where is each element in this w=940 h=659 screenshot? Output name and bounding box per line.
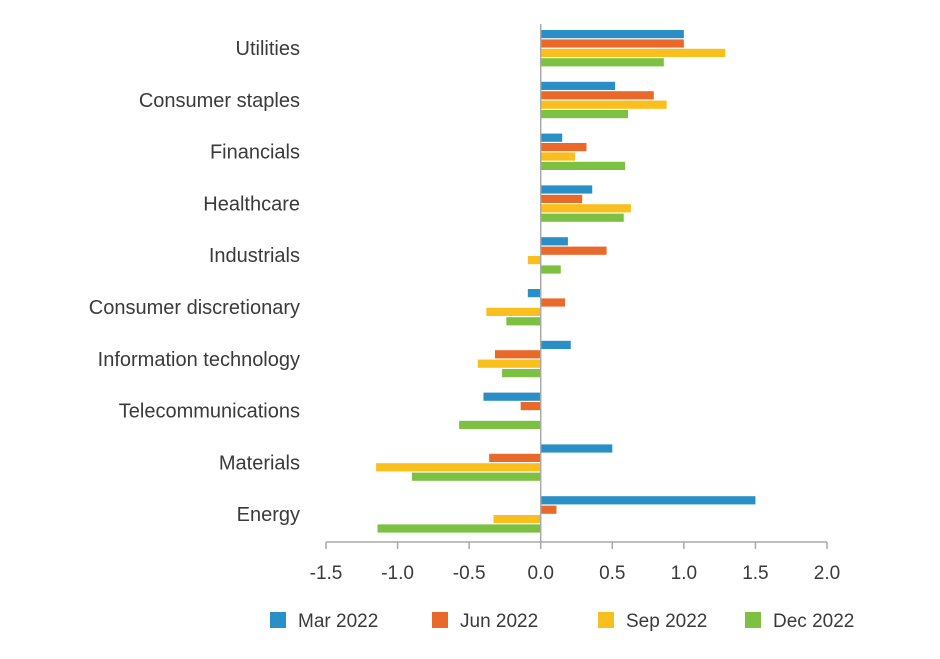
legend-label-dec-2022: Dec 2022 (773, 611, 854, 632)
bar-utilities-sep-2022 (540, 48, 726, 57)
x-tick-label: 2.0 (814, 563, 840, 584)
bar-consumer-discretionary-sep-2022 (486, 307, 541, 316)
category-label-energy: Energy (237, 504, 300, 526)
x-tick-label: 0.5 (599, 563, 625, 584)
bar-industrials-sep-2022 (527, 256, 541, 265)
x-axis: -1.5 -1.0 -0.5 0.0 0.5 1.0 1.5 2.0 (310, 24, 840, 584)
bar-information-technology-sep-2022 (477, 359, 541, 368)
bar-materials-mar-2022 (540, 444, 613, 453)
bar-consumer-staples-dec-2022 (540, 110, 629, 119)
bar-utilities-jun-2022 (540, 39, 684, 48)
category-label-materials: Materials (219, 452, 300, 474)
bar-materials-dec-2022 (411, 472, 541, 481)
category-label-telecommunications: Telecommunications (119, 401, 300, 423)
bar-telecommunications-mar-2022 (483, 392, 541, 401)
bar-energy-dec-2022 (377, 524, 541, 533)
bar-utilities-dec-2022 (540, 58, 664, 67)
category-label-industrials: Industrials (209, 245, 300, 267)
bar-consumer-discretionary-mar-2022 (527, 289, 541, 298)
bar-energy-mar-2022 (540, 496, 756, 505)
bar-financials-sep-2022 (540, 152, 576, 161)
bar-financials-mar-2022 (540, 133, 563, 142)
bar-materials-sep-2022 (376, 463, 541, 472)
bars-layer (376, 30, 756, 533)
legend-swatch-jun-2022 (432, 612, 448, 628)
legend-swatch-dec-2022 (745, 612, 761, 628)
bar-industrials-mar-2022 (540, 237, 568, 246)
category-label-consumer-staples: Consumer staples (139, 90, 300, 112)
category-label-healthcare: Healthcare (203, 193, 300, 215)
legend-swatch-sep-2022 (598, 612, 614, 628)
legend-label-sep-2022: Sep 2022 (626, 611, 707, 632)
bar-information-technology-jun-2022 (494, 350, 541, 359)
legend-swatch-mar-2022 (270, 612, 286, 628)
bar-consumer-staples-jun-2022 (540, 91, 654, 100)
bar-healthcare-sep-2022 (540, 204, 631, 213)
bar-consumer-discretionary-jun-2022 (540, 298, 566, 307)
bar-consumer-staples-sep-2022 (540, 100, 667, 109)
bar-financials-dec-2022 (540, 161, 626, 170)
bar-energy-jun-2022 (540, 505, 557, 514)
x-tick-label: -1.5 (310, 563, 343, 584)
bar-information-technology-mar-2022 (540, 340, 571, 349)
bar-information-technology-dec-2022 (502, 369, 541, 378)
bar-consumer-staples-mar-2022 (540, 81, 616, 90)
x-tick-label: -1.0 (381, 563, 414, 584)
category-label-information-technology: Information technology (98, 349, 300, 371)
bar-telecommunications-dec-2022 (459, 420, 541, 429)
bar-utilities-mar-2022 (540, 30, 684, 39)
bar-industrials-dec-2022 (540, 265, 561, 274)
category-label-consumer-discretionary: Consumer discretionary (89, 297, 300, 319)
x-tick-label: 1.5 (742, 563, 768, 584)
bar-healthcare-jun-2022 (540, 194, 583, 203)
legend: Mar 2022 Jun 2022 Sep 2022 Dec 2022 (270, 611, 854, 632)
bar-healthcare-dec-2022 (540, 213, 624, 222)
bar-healthcare-mar-2022 (540, 185, 593, 194)
category-labels: Utilities Consumer staples Financials Healt… (89, 38, 300, 526)
bar-industrials-jun-2022 (540, 246, 607, 255)
bar-consumer-discretionary-dec-2022 (506, 317, 541, 326)
x-tick-label: 1.0 (671, 563, 697, 584)
legend-label-mar-2022: Mar 2022 (298, 611, 378, 632)
bar-materials-jun-2022 (489, 453, 541, 462)
bar-financials-jun-2022 (540, 143, 587, 152)
category-label-utilities: Utilities (236, 38, 300, 60)
x-tick-label: -0.5 (453, 563, 486, 584)
category-label-financials: Financials (210, 142, 300, 164)
x-tick-label: 0.0 (528, 563, 554, 584)
bar-telecommunications-jun-2022 (520, 402, 541, 411)
legend-label-jun-2022: Jun 2022 (460, 611, 538, 632)
bar-energy-sep-2022 (493, 515, 541, 524)
